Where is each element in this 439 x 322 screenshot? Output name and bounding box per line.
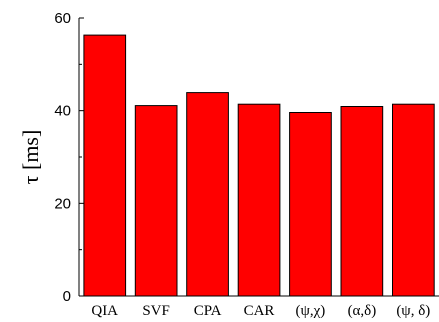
x-tick-label: (ψ, δ) bbox=[396, 303, 430, 319]
y-tick-label: 40 bbox=[54, 103, 71, 120]
bar-1 bbox=[83, 34, 127, 297]
x-tick-label: QIA bbox=[91, 303, 118, 319]
x-tick-label: CAR bbox=[244, 303, 275, 319]
x-tick-label: (α,δ) bbox=[348, 303, 377, 319]
bar-5 bbox=[289, 112, 332, 297]
labels-group: QIA SVF CPA CAR (ψ,χ) (α,δ) (ψ, δ) 0 20 40 60 bbox=[54, 10, 430, 319]
axes-group bbox=[78, 17, 439, 297]
bar-6 bbox=[340, 106, 384, 297]
bar-7 bbox=[392, 103, 435, 297]
y-tick-label: 0 bbox=[63, 288, 71, 305]
x-tick-label: (ψ,χ) bbox=[296, 303, 326, 319]
y-axis-title: τ [ms] bbox=[18, 130, 43, 185]
x-tick-label: CPA bbox=[194, 303, 222, 319]
y-tick-label: 60 bbox=[54, 10, 71, 27]
bar-2 bbox=[134, 105, 178, 297]
bar-4 bbox=[237, 103, 281, 297]
x-tick-label: SVF bbox=[142, 303, 170, 319]
bars-group bbox=[83, 34, 435, 297]
bar-3 bbox=[186, 92, 229, 297]
y-tick-label: 20 bbox=[54, 195, 71, 212]
